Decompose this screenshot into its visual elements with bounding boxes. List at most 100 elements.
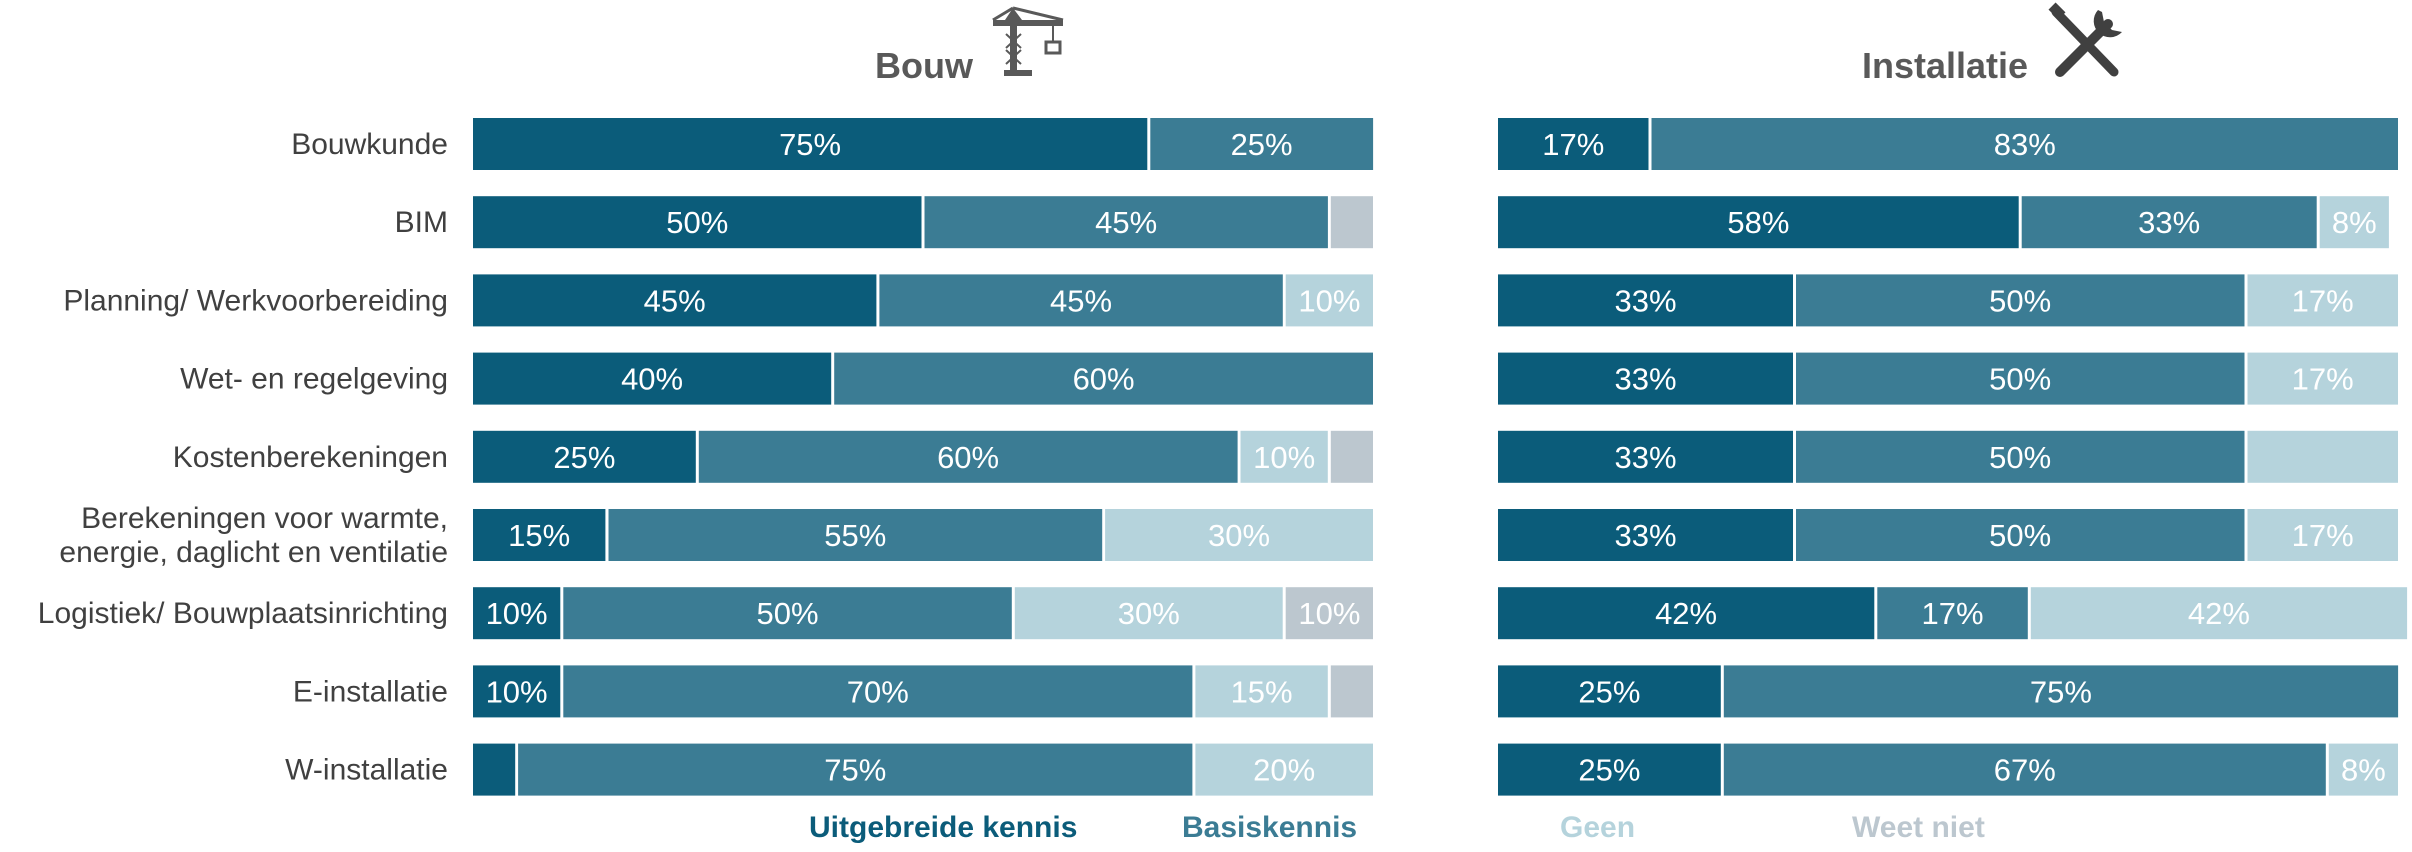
data-label: 33% xyxy=(1614,518,1676,553)
data-label: 25% xyxy=(1231,127,1293,162)
category-label-line: energie, daglicht en ventilatie xyxy=(59,536,448,569)
bar-segment xyxy=(834,352,1373,405)
category-label-line: Wet- en regelgeving xyxy=(180,363,448,396)
data-label: 8% xyxy=(2341,753,2386,788)
bar-segment xyxy=(2247,430,2398,483)
data-label: 10% xyxy=(486,596,548,631)
data-label: 60% xyxy=(1073,362,1135,397)
bar-segment xyxy=(2247,352,2398,405)
data-label: 17% xyxy=(2292,283,2354,318)
data-label: 15% xyxy=(508,518,570,553)
data-label: 33% xyxy=(1614,440,1676,475)
category-label-line: Logistiek/ Bouwplaatsinrichting xyxy=(38,597,448,630)
data-label: 10% xyxy=(1298,596,1360,631)
legend-entry: Weet niet xyxy=(1852,811,1985,844)
bar-segment xyxy=(1105,509,1373,561)
category-label-line: Berekeningen voor warmte, xyxy=(81,502,448,535)
legend-entry: Uitgebreide kennis xyxy=(809,811,1077,844)
bar-segment xyxy=(1498,743,1721,796)
bar-segment xyxy=(2247,274,2398,327)
bar-segment xyxy=(473,587,561,640)
data-label: 10% xyxy=(486,674,548,709)
bar-segment xyxy=(1796,430,2245,483)
data-label: 50% xyxy=(1989,283,2051,318)
data-label: 30% xyxy=(1208,518,1270,553)
bar-segment xyxy=(473,196,922,249)
data-label: 58% xyxy=(1727,205,1789,240)
bar-segment xyxy=(1498,665,1721,718)
bar-segment xyxy=(563,587,1012,640)
bar-segment xyxy=(879,274,1283,327)
category-label: Berekeningen voor warmte, energie, daglic… xyxy=(59,502,448,569)
bar-segment xyxy=(1330,196,1373,249)
bar-segment xyxy=(1498,430,1793,483)
bar-segment xyxy=(1195,743,1373,796)
data-label: 50% xyxy=(1989,362,2051,397)
data-label: 40% xyxy=(621,362,683,397)
bar-segment xyxy=(473,430,696,483)
bar-segment xyxy=(1285,587,1373,640)
bar-segment xyxy=(1498,274,1793,327)
wrench-screwdriver-icon xyxy=(2048,2,2122,77)
bar-segment xyxy=(1285,274,1373,327)
panel-title: Bouw xyxy=(875,45,974,86)
bar-segment xyxy=(1498,118,1649,170)
bar-segment xyxy=(1796,509,2245,561)
bar-segment xyxy=(1498,587,1875,640)
data-label: 17% xyxy=(2292,362,2354,397)
category-label: Kostenberekeningen xyxy=(173,441,448,474)
data-label: 45% xyxy=(644,283,706,318)
data-label: 17% xyxy=(1542,127,1604,162)
category-label-line: Bouwkunde xyxy=(291,128,448,161)
data-label: 10% xyxy=(1253,440,1315,475)
bar-segment xyxy=(473,743,516,796)
bar-segment xyxy=(2328,743,2398,796)
legend-entry: Geen xyxy=(1560,811,1635,844)
category-label: W-installatie xyxy=(285,754,448,787)
data-label: 67% xyxy=(1994,753,2056,788)
data-label: 8% xyxy=(2332,205,2377,240)
bar-segment xyxy=(473,118,1148,170)
data-label: 60% xyxy=(937,440,999,475)
bar-segment xyxy=(2319,196,2389,249)
bar-segment xyxy=(1723,665,2399,718)
bar-segment xyxy=(1651,118,2398,170)
category-label-line: W-installatie xyxy=(285,754,448,787)
bar-segment xyxy=(1240,430,1328,483)
category-label-line: Planning/ Werkvoorbereiding xyxy=(63,284,448,317)
data-label: 45% xyxy=(1095,205,1157,240)
bar-segment xyxy=(1877,587,2028,640)
bar-segment xyxy=(518,743,1193,796)
bar-segment xyxy=(2030,587,2408,640)
bar-segment xyxy=(1150,118,1374,170)
bar-segment xyxy=(473,274,877,327)
data-label: 83% xyxy=(1994,127,2056,162)
category-label-line: Kostenberekeningen xyxy=(173,441,448,474)
data-label: 33% xyxy=(1614,283,1676,318)
bar-segment xyxy=(1723,743,2326,796)
bar-segment xyxy=(1796,352,2245,405)
data-label: 50% xyxy=(666,205,728,240)
bar-segment xyxy=(1014,587,1283,640)
bar-segment xyxy=(1498,509,1793,561)
data-label: 15% xyxy=(1231,674,1293,709)
bar-segment xyxy=(2021,196,2317,249)
data-label: 25% xyxy=(553,440,615,475)
bar-segment xyxy=(1330,665,1373,718)
category-label-line: BIM xyxy=(395,206,448,239)
data-label: 33% xyxy=(2138,205,2200,240)
data-label: 33% xyxy=(1614,362,1676,397)
bar-segment xyxy=(473,509,606,561)
data-label: 25% xyxy=(1578,753,1640,788)
category-label-line: E-installatie xyxy=(293,675,448,708)
data-label: 70% xyxy=(847,674,909,709)
data-label: 10% xyxy=(1298,283,1360,318)
category-label: Planning/ Werkvoorbereiding xyxy=(63,284,448,317)
data-label: 50% xyxy=(1989,518,2051,553)
category-label: Wet- en regelgeving xyxy=(180,363,448,396)
category-label: Bouwkunde xyxy=(291,128,448,161)
data-label: 50% xyxy=(756,596,818,631)
category-label: BIM xyxy=(395,206,448,239)
bar-segment xyxy=(608,509,1103,561)
